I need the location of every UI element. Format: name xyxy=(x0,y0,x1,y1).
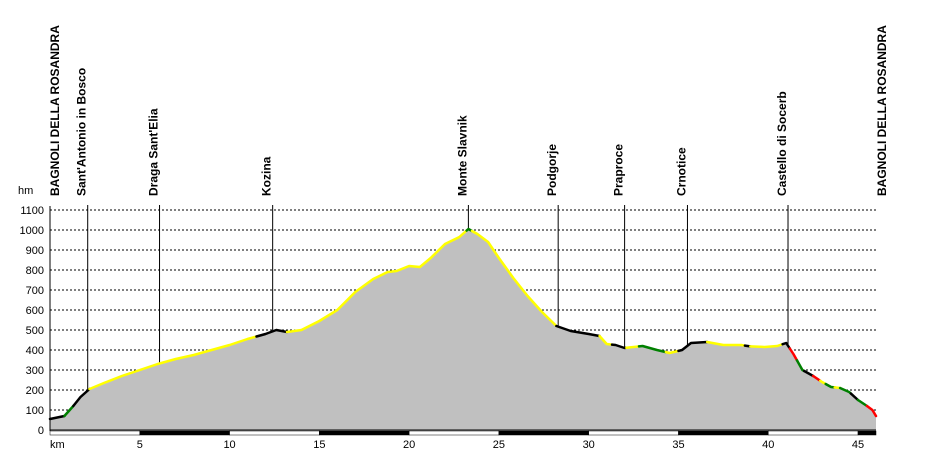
elevation-fill xyxy=(50,229,876,430)
waypoint-label-2: Draga Sant'Elia xyxy=(147,108,161,196)
profile-segment-11 xyxy=(625,345,641,350)
x-tick-15: 15 xyxy=(313,439,325,451)
elevation-profile-line xyxy=(48,227,878,421)
scale-bar-segment-10 xyxy=(229,430,320,436)
profile-segment-22 xyxy=(811,374,822,383)
y-tick-700: 700 xyxy=(26,285,44,297)
x-tick-35: 35 xyxy=(672,439,684,451)
profile-segment-13 xyxy=(664,349,680,355)
axes xyxy=(49,206,877,436)
waypoint-label-1: Sant'Antonio in Bosco xyxy=(75,68,89,196)
profile-segment-17 xyxy=(749,342,784,349)
profile-segment-18 xyxy=(781,341,792,350)
x-tick-45: 45 xyxy=(852,439,864,451)
y-tick-600: 600 xyxy=(26,305,44,317)
x-tick-labels: 5 10 15 20 25 30 35 40 45 xyxy=(137,439,864,451)
y-tick-400: 400 xyxy=(26,345,44,357)
waypoint-label-9: BAGNOLI DELLA ROSANDRA xyxy=(875,25,889,196)
profile-segment-15 xyxy=(705,340,747,347)
waypoint-label-3: Kozina xyxy=(260,156,274,196)
scale-bar-segment-45 xyxy=(857,430,877,436)
x-axis-label: km xyxy=(50,439,65,451)
x-tick-5: 5 xyxy=(137,439,143,451)
x-tick-10: 10 xyxy=(223,439,235,451)
waypoint-label-7: Crnotice xyxy=(674,147,688,196)
y-tick-100: 100 xyxy=(26,405,44,417)
y-tick-1000: 1000 xyxy=(20,225,44,237)
profile-segment-28 xyxy=(856,398,869,408)
scale-bar-segment-30 xyxy=(588,430,679,436)
profile-segment-27 xyxy=(849,392,860,402)
scale-bar-segment-15 xyxy=(319,430,410,436)
profile-segment-1 xyxy=(63,404,75,418)
profile-segment-14 xyxy=(677,340,709,353)
waypoint-label-5: Podgorje xyxy=(545,144,559,196)
y-tick-500: 500 xyxy=(26,325,44,337)
profile-segment-6 xyxy=(465,227,474,233)
scale-bar-segment-5 xyxy=(139,430,230,436)
waypoint-label-8: Castello di Socerb xyxy=(775,91,789,196)
profile-segment-4 xyxy=(255,328,289,338)
profile-segment-9 xyxy=(598,334,614,346)
profile-segment-7 xyxy=(470,229,558,328)
profile-segment-8 xyxy=(555,324,601,338)
y-tick-200: 200 xyxy=(26,385,44,397)
waypoint-label-4: Monte Slavnik xyxy=(455,115,469,196)
x-tick-25: 25 xyxy=(493,439,505,451)
y-tick-1100: 1100 xyxy=(20,205,44,217)
profile-segment-2 xyxy=(72,387,91,408)
y-axis-label: hm xyxy=(18,185,33,197)
waypoint-label-0: BAGNOLI DELLA ROSANDRA xyxy=(48,25,62,196)
waypoint-markers: BAGNOLI DELLA ROSANDRA Sant'Antonio in Bo… xyxy=(48,25,889,391)
x-tick-20: 20 xyxy=(403,439,415,451)
scale-bar-segment-40 xyxy=(768,430,859,436)
waypoint-label-6: Praproce xyxy=(612,144,626,196)
elevation-area xyxy=(50,229,876,430)
x-tick-40: 40 xyxy=(762,439,774,451)
y-tick-300: 300 xyxy=(26,365,44,377)
profile-segment-21 xyxy=(802,369,815,378)
y-tick-labels: 0 100 200 300 400 500 600 700 800 900 1000 1100 xyxy=(20,205,44,437)
scale-bar-segment-20 xyxy=(408,430,500,436)
y-tick-0: 0 xyxy=(38,425,44,437)
scale-bar-segment-25 xyxy=(498,430,589,436)
profile-segment-19 xyxy=(788,347,799,362)
x-tick-30: 30 xyxy=(583,439,595,451)
y-tick-800: 800 xyxy=(26,265,44,277)
profile-segment-29 xyxy=(865,404,878,418)
scale-bar-segment-35 xyxy=(678,430,769,436)
scale-bar-segment-0 xyxy=(49,430,141,436)
profile-segment-12 xyxy=(637,344,668,354)
y-tick-900: 900 xyxy=(26,245,44,257)
profile-segment-0 xyxy=(48,414,66,421)
profile-segment-23 xyxy=(819,379,827,386)
profile-segment-3 xyxy=(88,335,258,391)
profile-segment-5 xyxy=(285,229,468,334)
